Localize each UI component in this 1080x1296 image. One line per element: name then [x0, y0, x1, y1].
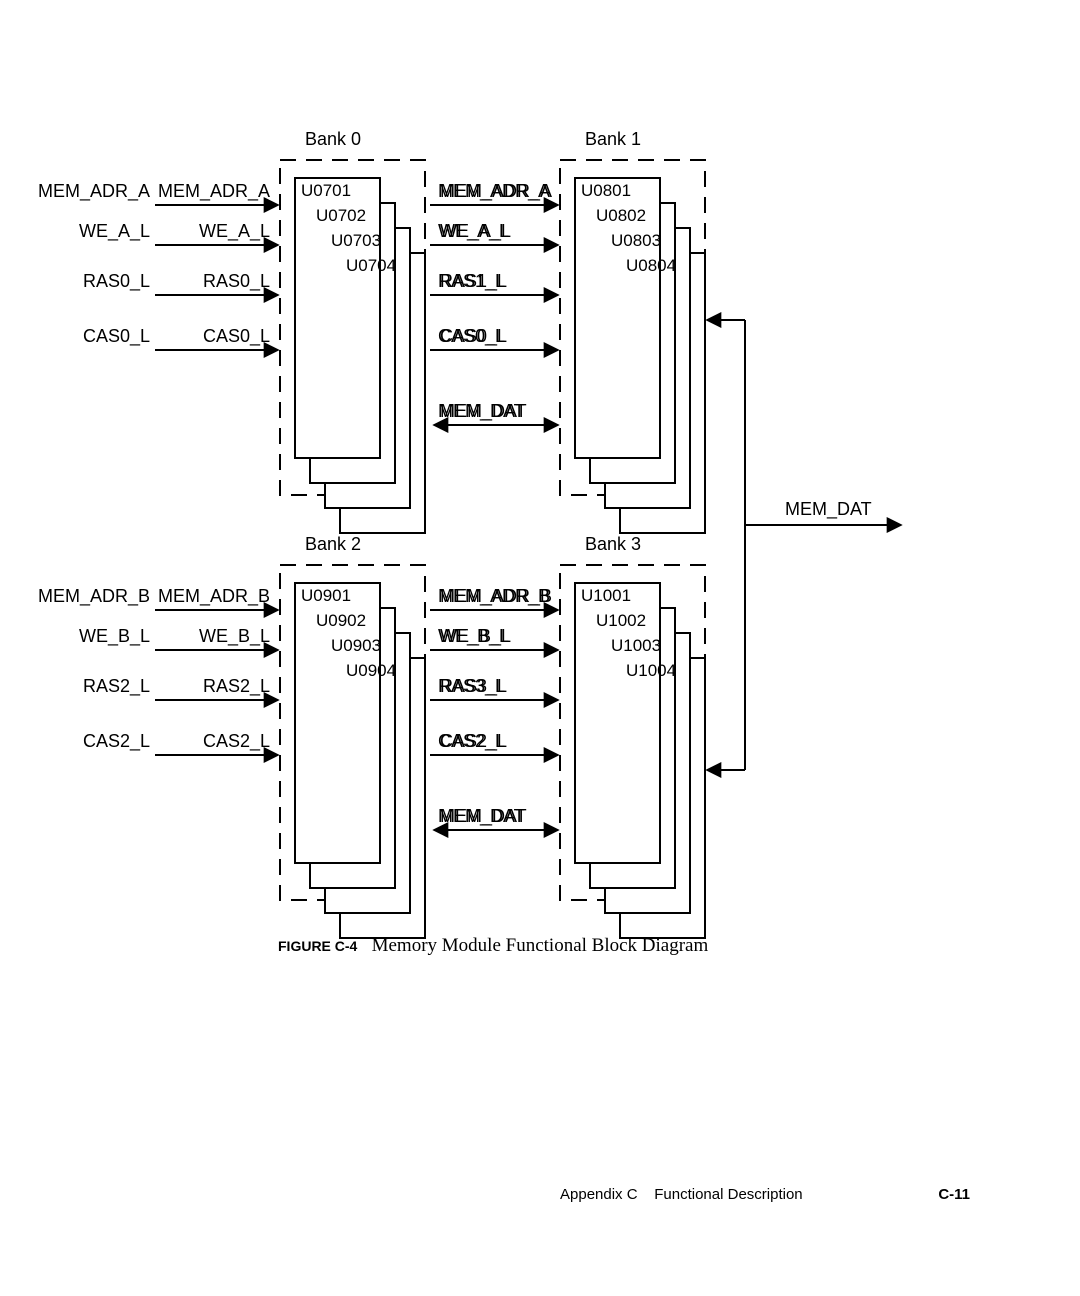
svg-text:RAS2_L: RAS2_L	[83, 676, 150, 697]
svg-text:CAS0_L: CAS0_L	[438, 326, 505, 347]
svg-text:U1001: U1001	[581, 586, 631, 605]
svg-text:U0902: U0902	[316, 611, 366, 630]
svg-text:CAS2_L: CAS2_L	[438, 731, 505, 752]
svg-text:U1004: U1004	[626, 661, 676, 680]
svg-text:MEM_ADR_B: MEM_ADR_B	[38, 586, 150, 607]
svg-text:WE_A_L: WE_A_L	[79, 221, 150, 242]
svg-text:WE_A_L: WE_A_L	[199, 221, 270, 242]
svg-text:U0703: U0703	[331, 231, 381, 250]
svg-text:Bank 1: Bank 1	[585, 129, 641, 149]
svg-text:MEM_ADR_A: MEM_ADR_A	[438, 181, 550, 202]
svg-text:U0802: U0802	[596, 206, 646, 225]
svg-text:WE_A_L: WE_A_L	[438, 221, 509, 242]
svg-text:Bank 0: Bank 0	[305, 129, 361, 149]
page: Bank 0 U0701 U0702 U0703 U0704 MEM_ADR_A WE_A_…	[0, 0, 1080, 1296]
svg-text:U0804: U0804	[626, 256, 676, 275]
figure-caption: FIGURE C-4 Memory Module Functional Bloc…	[278, 935, 708, 957]
svg-text:MEM_DAT: MEM_DAT	[438, 806, 525, 827]
footer-page: C-11	[938, 1186, 970, 1203]
svg-text:CAS0_L: CAS0_L	[203, 326, 270, 347]
svg-text:CAS0_L: CAS0_L	[83, 326, 150, 347]
svg-text:CAS2_L: CAS2_L	[83, 731, 150, 752]
svg-text:U1002: U1002	[596, 611, 646, 630]
svg-text:CAS2_L: CAS2_L	[203, 731, 270, 752]
svg-text:U0803: U0803	[611, 231, 661, 250]
svg-text:MEM_DAT: MEM_DAT	[438, 401, 525, 422]
svg-text:WE_B_L: WE_B_L	[438, 626, 509, 647]
svg-text:RAS2_L: RAS2_L	[203, 676, 270, 697]
svg-text:MEM_ADR_A: MEM_ADR_A	[38, 181, 150, 202]
svg-text:RAS1_L: RAS1_L	[438, 271, 505, 292]
footer-left: Appendix C Functional Description	[560, 1186, 803, 1203]
svg-text:MEM_ADR_B: MEM_ADR_B	[158, 586, 270, 607]
svg-text:MEM_ADR_B: MEM_ADR_B	[438, 586, 550, 607]
svg-text:MEM_ADR_A: MEM_ADR_A	[158, 181, 270, 202]
svg-text:MEM_DAT: MEM_DAT	[785, 499, 872, 520]
svg-text:WE_B_L: WE_B_L	[79, 626, 150, 647]
svg-text:WE_B_L: WE_B_L	[199, 626, 270, 647]
svg-text:RAS3_L: RAS3_L	[438, 676, 505, 697]
svg-text:U0901: U0901	[301, 586, 351, 605]
svg-text:U0801: U0801	[581, 181, 631, 200]
svg-text:U0903: U0903	[331, 636, 381, 655]
svg-text:U1003: U1003	[611, 636, 661, 655]
svg-text:U0702: U0702	[316, 206, 366, 225]
svg-text:U0701: U0701	[301, 181, 351, 200]
svg-text:U0704: U0704	[346, 256, 396, 275]
svg-text:Bank 2: Bank 2	[305, 534, 361, 554]
svg-text:Bank 3: Bank 3	[585, 534, 641, 554]
svg-text:U0904: U0904	[346, 661, 396, 680]
svg-text:RAS0_L: RAS0_L	[83, 271, 150, 292]
figure-caption-text: Memory Module Functional Block Diagram	[372, 935, 709, 956]
figure-number: FIGURE C-4	[278, 938, 357, 954]
svg-text:RAS0_L: RAS0_L	[203, 271, 270, 292]
block-diagram: Bank 0 U0701 U0702 U0703 U0704 MEM_ADR_A WE_A_…	[0, 0, 1080, 1296]
